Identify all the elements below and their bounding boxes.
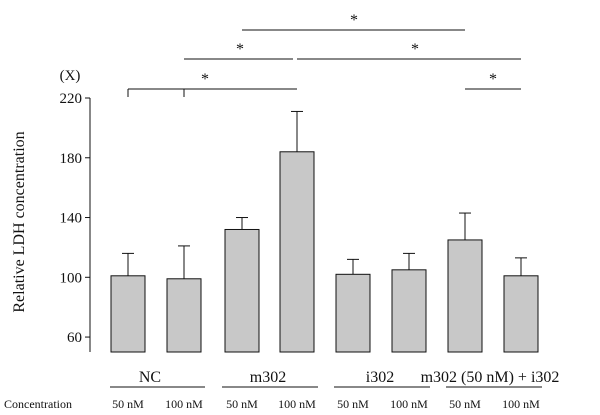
significance-star: * xyxy=(350,12,358,29)
group-label: m302 (50 nM) + i302 xyxy=(421,369,560,386)
bar xyxy=(224,228,260,353)
bar xyxy=(391,269,427,353)
concentration-label: 50 nM xyxy=(112,397,144,411)
y-tick-label: 180 xyxy=(60,151,83,167)
concentration-label: 50 nM xyxy=(226,397,258,411)
concentration-label: 100 nM xyxy=(278,397,316,411)
y-tick-label: 220 xyxy=(60,91,83,107)
bar xyxy=(166,278,202,353)
concentration-label: 50 nM xyxy=(449,397,481,411)
y-axis-title: Relative LDH concentration xyxy=(11,131,28,312)
significance-brackets: * * * * * xyxy=(127,12,521,97)
x-labels: NC m302 i302 m302 (50 nM) + i302 Concentrati… xyxy=(4,369,559,411)
concentration-label: 100 nM xyxy=(390,397,428,411)
significance-star: * xyxy=(236,41,244,58)
significance-star: * xyxy=(201,71,209,88)
y-axis-unit: (X) xyxy=(60,68,81,84)
significance-star: * xyxy=(411,41,419,58)
concentration-label: 50 nM xyxy=(337,397,369,411)
bar xyxy=(279,151,315,353)
bar xyxy=(335,273,371,353)
group-label: m302 xyxy=(250,369,286,386)
concentration-label: 100 nM xyxy=(165,397,203,411)
group-label: i302 xyxy=(366,369,394,386)
bar xyxy=(110,275,146,353)
axes: 60 100 140 180 220 xyxy=(60,91,91,352)
group-label: NC xyxy=(139,369,161,386)
concentration-label: 100 nM xyxy=(502,397,540,411)
y-tick-label: 140 xyxy=(60,211,83,227)
bar xyxy=(503,275,539,353)
y-tick-label: 60 xyxy=(67,330,82,346)
y-tick-label: 100 xyxy=(60,270,83,286)
significance-star: * xyxy=(489,71,497,88)
bars xyxy=(110,110,539,353)
concentration-row-label: Concentration xyxy=(4,397,72,411)
bar xyxy=(447,239,483,353)
